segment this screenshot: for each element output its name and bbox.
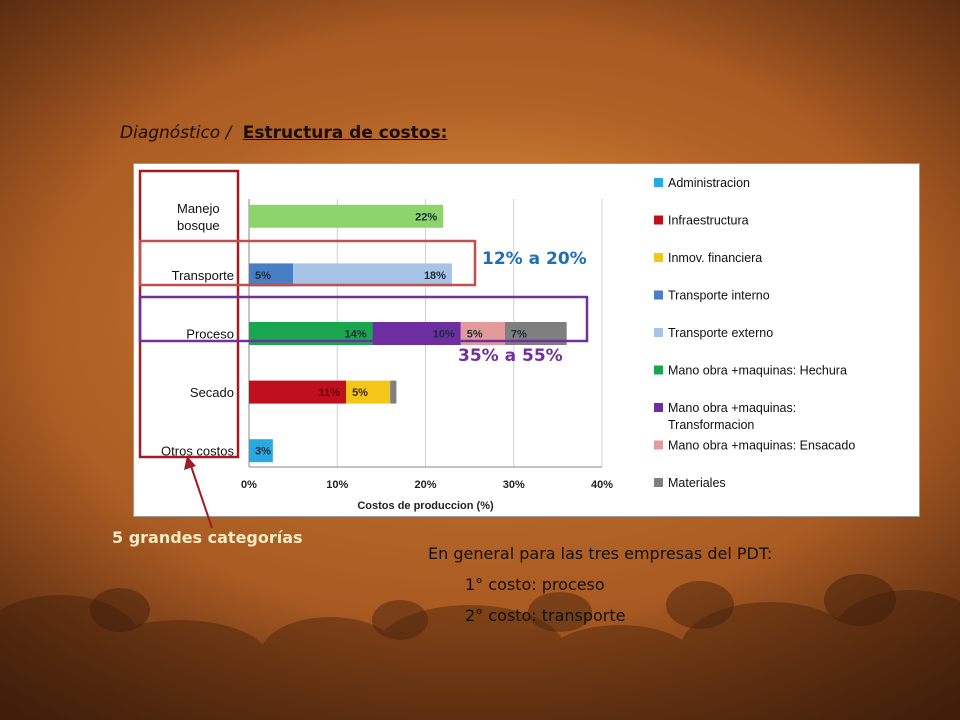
- data-label: 14%: [345, 329, 367, 341]
- legend-swatch: [654, 440, 663, 450]
- bar-segment: [390, 380, 397, 404]
- chart-panel: 0% 10% 20% 30% 40% Costos de produccion (%) Ma…: [133, 163, 920, 517]
- legend-label: Inmov. financiera: [668, 251, 762, 265]
- data-label: 18%: [424, 270, 446, 282]
- data-label: 22%: [415, 211, 437, 223]
- legend-swatch: [654, 178, 663, 187]
- data-label: 10%: [433, 329, 455, 341]
- legend-label: Materiales: [668, 476, 726, 490]
- category-label: Transporte: [172, 268, 234, 283]
- category-label: Otros costos: [161, 444, 234, 459]
- legend-swatch: [654, 478, 663, 487]
- legend-swatch: [654, 403, 663, 412]
- title-main: Estructura de costos:: [242, 123, 448, 143]
- legend-swatch: [654, 328, 663, 337]
- category-label: bosque: [177, 218, 220, 233]
- data-label: 5%: [467, 329, 483, 341]
- data-label: 3%: [255, 446, 271, 458]
- x-tick-label: 0%: [241, 479, 257, 491]
- data-label: 11%: [319, 387, 341, 399]
- category-label: Proceso: [186, 327, 234, 342]
- legend-label: Transporte externo: [668, 326, 773, 340]
- legend-label: Mano obra +maquinas: Ensacado: [668, 439, 855, 453]
- transport-range-label: 12% a 20%: [482, 249, 587, 269]
- title-prefix: Diagnóstico /: [120, 123, 232, 143]
- categories-note: 5 grandes categorías: [112, 528, 303, 547]
- bar-segment: [249, 439, 273, 463]
- data-label: 7%: [511, 329, 527, 341]
- slide-title: Diagnóstico / Estructura de costos:: [120, 123, 447, 143]
- legend-label: Mano obra +maquinas:: [668, 401, 796, 415]
- summary-item-1: 1° costo: proceso: [465, 575, 605, 594]
- summary-item-2: 2° costo: transporte: [465, 606, 626, 625]
- bar-segment: [249, 204, 444, 228]
- summary-heading: En general para las tres empresas del PD…: [428, 544, 773, 563]
- legend-label: Mano obra +maquinas: Hechura: [668, 364, 847, 378]
- bar-segment: [346, 380, 391, 404]
- legend-label: Transporte interno: [668, 289, 770, 303]
- x-tick-label: 20%: [414, 479, 436, 491]
- legend-swatch: [654, 365, 663, 375]
- legend-swatch: [654, 290, 663, 300]
- summary-block: En general para las tres empresas del PD…: [428, 538, 772, 631]
- legend-label: Infraestructura: [668, 214, 749, 228]
- legend-label: Transformacion: [668, 418, 754, 432]
- category-label: Secado: [190, 385, 234, 400]
- x-tick-label: 30%: [503, 479, 525, 491]
- x-tick-label: 10%: [326, 479, 348, 491]
- process-range-label: 35% a 55%: [458, 346, 563, 366]
- category-label: Manejo: [177, 201, 220, 216]
- cost-structure-chart: 0% 10% 20% 30% 40% Costos de produccion (%) Ma…: [161, 176, 855, 512]
- legend-swatch: [654, 253, 663, 262]
- bar-segment: [249, 380, 347, 404]
- x-tick-label: 40%: [591, 479, 613, 491]
- legend-swatch: [654, 215, 663, 225]
- data-label: 5%: [255, 270, 271, 282]
- x-axis-label: Costos de produccion (%): [357, 500, 494, 512]
- data-label: 5%: [352, 387, 368, 399]
- legend-label: Administracion: [668, 176, 750, 190]
